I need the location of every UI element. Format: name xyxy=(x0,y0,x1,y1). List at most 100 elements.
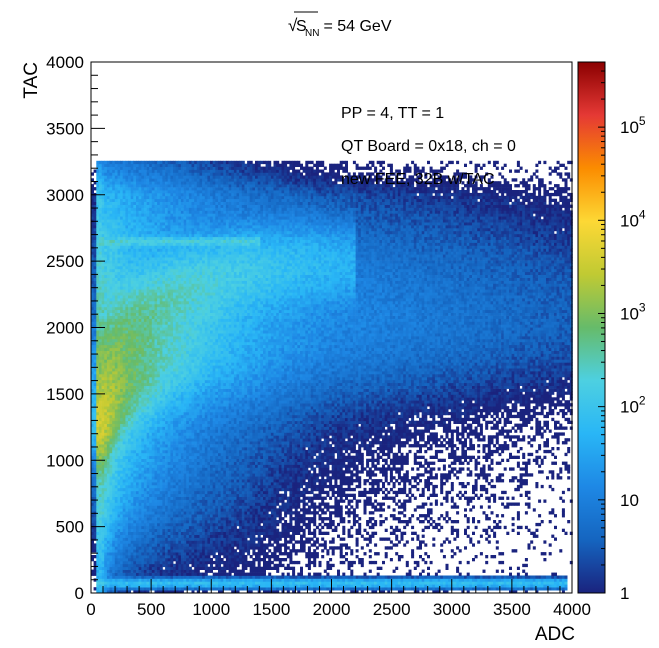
heatmap-cell xyxy=(93,379,97,384)
heatmap-cell xyxy=(96,248,100,252)
heatmap-cell xyxy=(109,540,113,544)
heatmap-cell xyxy=(133,216,137,220)
heatmap-cell xyxy=(162,417,166,422)
heatmap-cell xyxy=(162,277,166,281)
heatmap-cell xyxy=(109,476,113,480)
heatmap-cell xyxy=(146,268,150,273)
heatmap-cell xyxy=(101,423,105,427)
heatmap-cell xyxy=(120,528,124,532)
heatmap-cell xyxy=(122,400,126,404)
heatmap-cell xyxy=(109,248,113,252)
heatmap-cell xyxy=(125,482,129,486)
heatmap-cell xyxy=(117,499,121,503)
heatmap-cell xyxy=(170,429,174,433)
heatmap-cell xyxy=(162,312,166,316)
heatmap-cell xyxy=(136,420,139,424)
heatmap-cell xyxy=(130,254,134,258)
heatmap-cell xyxy=(178,406,182,410)
heatmap-cell xyxy=(175,169,179,173)
heatmap-cell xyxy=(167,543,171,547)
heatmap-cell xyxy=(120,552,124,556)
heatmap-cell xyxy=(133,286,137,290)
heatmap-cell xyxy=(159,198,163,202)
heatmap-cell xyxy=(136,280,139,284)
heatmap-cell xyxy=(173,344,176,349)
heatmap-cell xyxy=(138,493,142,497)
heatmap-cell xyxy=(162,461,166,465)
heatmap-cell xyxy=(162,490,166,495)
heatmap-cell xyxy=(120,210,124,214)
heatmap-cell xyxy=(138,537,142,541)
heatmap-cell xyxy=(109,309,113,313)
heatmap-cell xyxy=(136,429,139,433)
heatmap-cell xyxy=(98,467,102,471)
heatmap-cell xyxy=(143,409,147,413)
heatmap-cell xyxy=(91,184,94,188)
heatmap-cell xyxy=(98,379,102,384)
heatmap-cell xyxy=(104,520,108,524)
heatmap-cell xyxy=(114,216,118,220)
heatmap-cell xyxy=(157,213,161,217)
heatmap-cell xyxy=(106,432,110,436)
heatmap-cell xyxy=(149,213,153,217)
heatmap-cell xyxy=(101,172,105,176)
heatmap-cell xyxy=(117,166,121,170)
heatmap-cell xyxy=(178,409,182,413)
heatmap-cell xyxy=(170,175,174,179)
heatmap-cell xyxy=(122,213,126,217)
heatmap-cell xyxy=(98,490,102,495)
heatmap-cell xyxy=(101,274,105,278)
heatmap-cell xyxy=(122,587,126,591)
heatmap-cell xyxy=(93,479,97,483)
heatmap-cell xyxy=(128,543,131,547)
heatmap-cell xyxy=(143,563,147,568)
heatmap-cell xyxy=(136,473,139,477)
heatmap-cell xyxy=(175,409,179,413)
heatmap-cell xyxy=(106,409,110,413)
heatmap-cell xyxy=(128,260,131,264)
heatmap-cell xyxy=(109,298,113,302)
heatmap-cell xyxy=(114,248,118,252)
heatmap-cell xyxy=(173,511,176,515)
heatmap-cell xyxy=(170,195,174,200)
heatmap-cell xyxy=(170,452,174,457)
heatmap-cell xyxy=(143,251,147,255)
heatmap-cell xyxy=(120,265,124,270)
heatmap-cell xyxy=(154,470,158,474)
heatmap-cell xyxy=(101,505,105,509)
heatmap-cell xyxy=(146,362,150,366)
heatmap-cell xyxy=(98,242,102,246)
heatmap-cell xyxy=(173,289,176,293)
heatmap-cell xyxy=(112,464,116,468)
heatmap-cell xyxy=(154,172,158,176)
heatmap-cell xyxy=(125,277,129,281)
heatmap-cell xyxy=(151,376,155,381)
heatmap-cell xyxy=(170,222,174,226)
heatmap-cell xyxy=(114,201,118,205)
heatmap-cell xyxy=(96,163,100,167)
heatmap-cell xyxy=(104,365,108,369)
heatmap-cell xyxy=(125,306,129,311)
heatmap-cell xyxy=(175,353,179,357)
heatmap-cell xyxy=(91,190,94,194)
heatmap-cell xyxy=(117,254,121,258)
heatmap-cell xyxy=(104,341,108,346)
heatmap-cell xyxy=(162,160,166,165)
heatmap-cell xyxy=(120,496,124,500)
heatmap-cell xyxy=(133,537,137,541)
heatmap-cell xyxy=(114,374,118,378)
heatmap-cell xyxy=(136,397,139,401)
heatmap-cell xyxy=(112,204,116,208)
heatmap-cell xyxy=(138,505,142,509)
heatmap-cell xyxy=(128,207,131,211)
heatmap-cell xyxy=(104,184,108,188)
heatmap-cell xyxy=(96,213,100,217)
heatmap-cell xyxy=(93,531,97,535)
heatmap-cell xyxy=(109,271,113,275)
heatmap-cell xyxy=(106,587,110,591)
heatmap-cell xyxy=(96,560,100,565)
heatmap-cell xyxy=(157,382,161,386)
heatmap-cell xyxy=(128,458,131,462)
heatmap-cell xyxy=(173,414,176,419)
heatmap-cell xyxy=(96,514,100,518)
